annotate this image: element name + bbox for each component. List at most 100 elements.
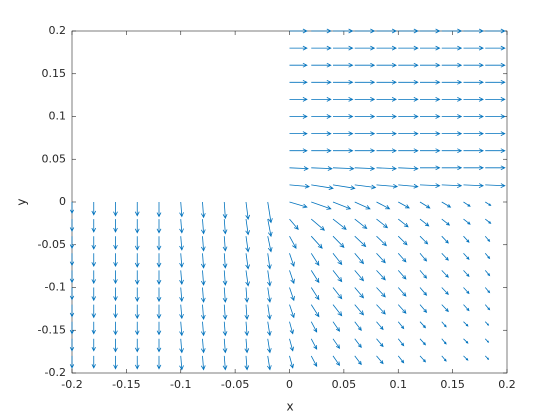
arrow: [398, 131, 419, 136]
arrow: [289, 97, 308, 102]
arrow: [441, 235, 449, 244]
arrow: [332, 287, 343, 300]
arrow: [485, 79, 506, 85]
arrow: [289, 62, 308, 68]
arrow: [245, 236, 250, 253]
arrow: [397, 355, 405, 364]
arrow: [289, 270, 295, 285]
arrow: [354, 321, 362, 331]
arrow: [310, 321, 318, 333]
arrow: [419, 338, 427, 346]
arrow: [200, 321, 206, 337]
arrow: [156, 338, 162, 353]
arrow: [420, 79, 441, 85]
arrow: [397, 235, 408, 246]
arrow: [376, 304, 386, 315]
arrow: [222, 304, 228, 321]
arrow: [354, 287, 365, 299]
arrow: [484, 304, 491, 311]
arrow: [245, 270, 250, 287]
x-axis-label: x: [286, 400, 293, 414]
arrow: [267, 201, 273, 224]
arrow: [485, 114, 506, 119]
arrow: [463, 338, 469, 344]
arrow: [354, 114, 376, 119]
y-tick-label: 0.15: [42, 67, 67, 80]
arrow: [289, 355, 294, 369]
arrow: [245, 201, 251, 220]
arrow: [398, 166, 419, 171]
arrow: [441, 338, 447, 345]
arrow: [179, 287, 184, 303]
arrow: [222, 287, 228, 303]
arrow: [354, 201, 371, 210]
arrow: [376, 28, 397, 34]
arrow: [289, 45, 308, 51]
arrow: [485, 165, 506, 171]
arrow: [419, 183, 441, 188]
arrow: [441, 97, 463, 102]
arrow: [134, 304, 140, 320]
arrow: [200, 201, 206, 219]
arrow: [463, 183, 484, 188]
arrow: [398, 148, 419, 154]
arrow: [156, 355, 162, 370]
arrow: [91, 270, 97, 285]
arrow: [311, 148, 332, 154]
arrow: [267, 270, 272, 287]
arrow: [420, 62, 441, 68]
arrow: [222, 355, 228, 371]
arrow: [376, 148, 397, 154]
arrow: [376, 62, 397, 68]
arrow: [289, 79, 308, 85]
arrow: [179, 201, 184, 218]
arrow: [310, 218, 325, 231]
arrow: [311, 184, 334, 191]
arrow: [441, 114, 463, 119]
arrow: [179, 270, 184, 285]
y-tick-label: -0.2: [45, 366, 66, 379]
arrow: [113, 338, 118, 353]
arrow: [420, 28, 441, 34]
arrow: [222, 201, 228, 220]
arrow: [485, 62, 506, 68]
arrow: [398, 183, 419, 189]
arrow: [463, 355, 469, 361]
x-tick-label: -0.2: [61, 378, 82, 391]
arrow: [113, 253, 118, 268]
arrow: [310, 355, 318, 367]
arrow: [397, 304, 407, 314]
arrow: [463, 270, 470, 278]
arrow: [333, 97, 354, 102]
x-tick-label: 0.05: [332, 378, 357, 391]
arrow: [376, 201, 391, 210]
arrow: [376, 79, 397, 85]
arrow: [484, 253, 491, 260]
arrow: [200, 355, 206, 371]
arrow: [485, 131, 506, 136]
arrow: [310, 270, 320, 284]
arrow: [485, 183, 506, 188]
arrow: [354, 355, 362, 366]
arrow: [200, 253, 206, 269]
y-tick-label: -0.1: [45, 281, 66, 294]
arrow: [91, 253, 97, 268]
arrow: [376, 183, 399, 189]
arrow: [376, 287, 386, 298]
arrow: [310, 235, 323, 249]
arrow: [484, 270, 491, 277]
arrow: [91, 236, 97, 250]
arrow: [397, 270, 407, 280]
arrow: [441, 28, 463, 34]
arrow: [420, 131, 441, 136]
arrow: [289, 148, 308, 154]
arrow: [441, 183, 463, 188]
arrow: [419, 253, 428, 262]
arrow: [376, 270, 386, 281]
arrow: [441, 218, 451, 226]
arrow: [332, 270, 343, 283]
x-tick-label: 0: [286, 378, 293, 391]
arrow: [69, 219, 75, 232]
arrow: [463, 148, 484, 154]
arrow: [419, 270, 428, 279]
